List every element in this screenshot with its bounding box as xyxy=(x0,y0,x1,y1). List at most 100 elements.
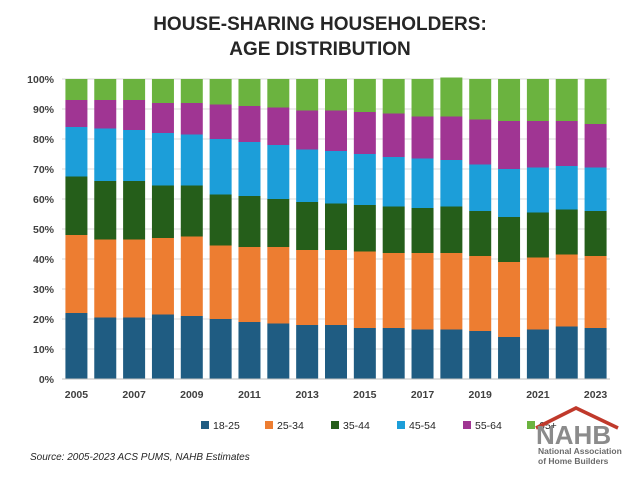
y-tick-label: 80% xyxy=(33,134,55,146)
bar-segment-45-54-2010 xyxy=(209,139,232,195)
bar-segment-55-64-2006 xyxy=(94,100,117,129)
bar-segment-18-25-2007 xyxy=(123,317,146,379)
bar-segment-35-44-2015 xyxy=(353,205,376,252)
bar-segment-35-44-2016 xyxy=(382,206,405,253)
x-tick-label: 2015 xyxy=(353,389,377,401)
bar-segment-35-44-2011 xyxy=(238,196,261,247)
bar-segment-55-64-2010 xyxy=(209,104,232,139)
bar-segment-55-64-2017 xyxy=(411,116,434,159)
bar-segment-35-44-2014 xyxy=(325,203,347,250)
bar-segment-45-54-2023 xyxy=(584,167,607,211)
bar-segment-18-25-2021 xyxy=(526,329,549,379)
bar-segment-55-64-2011 xyxy=(238,106,261,142)
y-tick-label: 10% xyxy=(33,344,55,356)
bar-segment-25-34-2006 xyxy=(94,239,117,318)
bar-segment-18-25-2016 xyxy=(382,328,405,379)
axes: 0% 10% 20% 30% 40% 50% 60% 70% 80% 90% 100% 2005 200… xyxy=(27,74,610,401)
bar-segment-45-54-2020 xyxy=(498,169,521,217)
bar-segment-25-34-2009 xyxy=(180,236,203,316)
y-tick-label: 0% xyxy=(39,374,55,386)
bar-segment-18-25-2010 xyxy=(209,319,232,379)
x-tick-label: 2009 xyxy=(180,389,204,401)
y-tick-label: 100% xyxy=(27,74,55,86)
y-tick-label: 20% xyxy=(33,314,55,326)
legend: 18-25 25-34 35-44 45-54 55-64 65+ xyxy=(201,420,557,432)
y-tick-label: 60% xyxy=(33,194,55,206)
legend-label-25-34: 25-34 xyxy=(277,420,304,432)
bar-segment-45-54-2011 xyxy=(238,142,261,196)
x-tick-label: 2005 xyxy=(65,389,89,401)
legend-swatch-25-34 xyxy=(265,421,273,429)
bar-segment-18-25-2011 xyxy=(238,322,261,379)
logo-roof xyxy=(535,406,619,430)
legend-label-55-64: 55-64 xyxy=(475,420,502,432)
x-tick-label: 2021 xyxy=(526,389,550,401)
bar-segment-65+-2012 xyxy=(267,79,290,108)
bar-segment-55-64-2023 xyxy=(584,124,607,168)
bar-segment-25-34-2010 xyxy=(209,245,232,319)
logo-text: NAHB xyxy=(536,420,611,450)
bar-segment-55-64-2012 xyxy=(267,107,290,145)
bar-segment-65+-2019 xyxy=(469,79,492,120)
bar-segment-55-64-2014 xyxy=(325,110,347,151)
bar-segment-45-54-2013 xyxy=(296,149,319,202)
bar-segment-55-64-2022 xyxy=(555,121,578,166)
bar-segment-65+-2018 xyxy=(440,77,463,117)
bar-segment-35-44-2017 xyxy=(411,208,434,253)
bar-segment-65+-2021 xyxy=(526,79,549,121)
bar-segment-45-54-2021 xyxy=(526,167,549,213)
bar-segment-45-54-2015 xyxy=(353,154,376,205)
bar-segment-45-54-2019 xyxy=(469,164,492,211)
bar-segment-35-44-2020 xyxy=(498,217,521,262)
bar-segment-45-54-2009 xyxy=(180,134,203,186)
bar-segment-55-64-2007 xyxy=(123,100,146,130)
y-tick-label: 40% xyxy=(33,254,55,266)
bar-segment-18-25-2015 xyxy=(353,328,376,379)
bar-segment-45-54-2008 xyxy=(151,133,174,186)
bar-segment-18-25-2014 xyxy=(325,325,347,379)
bar-segment-55-64-2008 xyxy=(151,103,174,133)
bar-segment-65+-2014 xyxy=(325,79,347,111)
bar-segment-18-25-2006 xyxy=(94,317,117,379)
bar-segment-65+-2022 xyxy=(555,79,578,121)
bar-segment-18-25-2018 xyxy=(440,329,463,379)
bar-segment-65+-2023 xyxy=(584,79,607,124)
bar-segment-45-54-2017 xyxy=(411,158,434,208)
bar-segment-25-34-2018 xyxy=(440,253,463,330)
bar-segment-55-64-2005 xyxy=(65,100,88,127)
legend-label-45-54: 45-54 xyxy=(409,420,436,432)
bar-segment-25-34-2017 xyxy=(411,253,434,330)
bar-segment-18-25-2022 xyxy=(555,326,578,379)
x-tick-label: 2013 xyxy=(295,389,319,401)
bar-segment-45-54-2014 xyxy=(325,151,347,204)
x-tick-label: 2023 xyxy=(584,389,608,401)
bar-segment-65+-2017 xyxy=(411,79,434,117)
bar-segment-65+-2006 xyxy=(94,79,117,100)
bar-segment-25-34-2011 xyxy=(238,247,261,322)
bar-segment-65+-2008 xyxy=(151,79,174,103)
bar-segment-65+-2010 xyxy=(209,79,232,105)
bar-segment-25-34-2022 xyxy=(555,254,578,327)
bar-segment-45-54-2012 xyxy=(267,145,290,199)
bar-segment-18-25-2012 xyxy=(267,323,290,379)
bar-segment-45-54-2005 xyxy=(65,127,88,177)
legend-swatch-55-64 xyxy=(463,421,471,429)
bar-segment-25-34-2016 xyxy=(382,253,405,328)
bar-segment-25-34-2019 xyxy=(469,256,492,331)
bar-segment-45-54-2007 xyxy=(123,130,146,181)
bar-segment-45-54-2006 xyxy=(94,128,117,181)
bar-segment-35-44-2021 xyxy=(526,212,549,258)
bar-segment-18-25-2019 xyxy=(469,331,492,379)
bar-segment-25-34-2023 xyxy=(584,256,607,328)
bar-segment-35-44-2010 xyxy=(209,194,232,246)
logo-caption-line-2: of Home Builders xyxy=(538,456,609,466)
x-tick-label: 2017 xyxy=(411,389,435,401)
bar-segment-35-44-2022 xyxy=(555,209,578,255)
legend-label-18-25: 18-25 xyxy=(213,420,240,432)
bar-segment-18-25-2005 xyxy=(65,313,88,379)
y-tick-label: 70% xyxy=(33,164,55,176)
bar-segment-35-44-2005 xyxy=(65,176,88,235)
bar-segment-55-64-2015 xyxy=(353,112,376,154)
bar-segment-18-25-2009 xyxy=(180,316,203,379)
